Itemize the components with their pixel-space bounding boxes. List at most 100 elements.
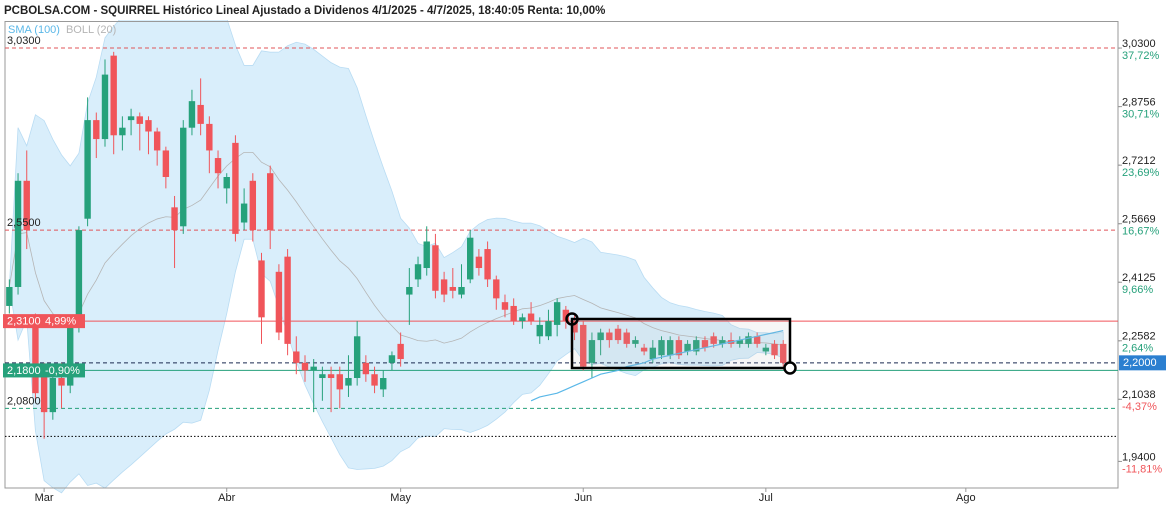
level-label: 2,5500: [7, 217, 41, 229]
candle-body: [180, 127, 187, 227]
candle-body: [597, 332, 604, 341]
candle-body: [449, 286, 457, 291]
candle-body: [258, 260, 265, 318]
candle-body: [371, 374, 378, 386]
candle-body: [527, 313, 535, 322]
candle-body: [93, 120, 100, 140]
annotation: [565, 312, 797, 375]
candle-body: [310, 366, 317, 371]
candle-body: [110, 55, 117, 136]
candle-body: [432, 245, 439, 291]
y-tick-label: 1,9400: [1122, 451, 1156, 463]
level-pct-label: -0,90%: [45, 365, 80, 377]
y2-tick-label: 16,67%: [1122, 226, 1160, 238]
legend-entry: BOLL (20): [66, 24, 116, 36]
last-price-box: [1119, 355, 1166, 371]
candle-body: [701, 340, 709, 348]
candle-body: [710, 336, 717, 344]
x-tick-label: Ago: [956, 492, 976, 504]
y-tick-label: 2,4125: [1122, 272, 1156, 284]
candle-body: [14, 180, 22, 287]
y-tick-label: 2,7212: [1122, 155, 1156, 167]
candle-body: [214, 158, 222, 174]
y2-tick-label: 30,71%: [1122, 109, 1160, 121]
level-label: 2,0800: [7, 395, 41, 407]
level-label-box: [3, 314, 85, 329]
candle-body: [440, 279, 448, 295]
candle-body: [353, 336, 361, 379]
candle-body: [614, 328, 622, 341]
plot-frame: [4, 21, 1119, 489]
candle-body: [684, 343, 691, 352]
level-label: 2,1800: [7, 365, 41, 377]
legend-entry: SMA (100): [8, 24, 60, 36]
candle-body: [267, 173, 274, 231]
candle-body: [484, 249, 491, 280]
y-tick-label: 3,0300: [1122, 38, 1156, 50]
y2-tick-label: 2,64%: [1122, 343, 1153, 355]
chart-title: PCBOLSA.COM - SQUIRREL Histórico Lineal …: [4, 5, 605, 17]
candle-body: [240, 203, 248, 223]
candle-body: [475, 256, 483, 269]
x-tick-label: Jun: [574, 492, 592, 504]
candle-body: [606, 332, 613, 341]
candle-body: [171, 207, 178, 231]
candle-body: [493, 279, 500, 299]
annotation-box: [570, 317, 792, 370]
candle-body: [127, 116, 135, 121]
x-tick-label: Mar: [35, 492, 54, 504]
candle-body: [580, 324, 587, 367]
candle-body: [562, 309, 570, 322]
y2-tick-label: -11,81%: [1122, 463, 1162, 475]
candle-body: [780, 343, 787, 363]
candle-body: [232, 142, 239, 234]
candle-body: [197, 104, 204, 124]
candle-body: [319, 374, 326, 379]
candle-body: [666, 340, 674, 356]
candle-body: [84, 120, 91, 219]
candle-body: [658, 340, 665, 356]
x-tick-label: Abr: [218, 492, 235, 504]
candle-body: [693, 340, 700, 352]
y-tick-label: 2,2582: [1122, 331, 1156, 343]
level-label-box: [3, 363, 85, 378]
candle-body: [206, 123, 213, 151]
candle-body: [397, 343, 404, 360]
candle-body: [223, 177, 230, 189]
title-bar: [0, 0, 1173, 20]
overlay-layer: 3,0300 2,5500 2,3100 4,99% 2,1800 -0,90% 2,080…: [3, 24, 1166, 504]
candle-body: [771, 343, 778, 356]
candle-body: [649, 347, 657, 360]
candle-body: [753, 336, 761, 344]
candle-body: [284, 256, 291, 344]
candle-body: [336, 374, 343, 390]
candle-body: [736, 340, 743, 344]
candle-body: [40, 370, 48, 413]
candle-body: [162, 150, 170, 177]
candle-body: [380, 378, 387, 390]
candle-body: [640, 347, 648, 352]
candle-body: [632, 340, 639, 344]
y2-tick-label: 9,66%: [1122, 284, 1153, 296]
candle-body: [510, 305, 517, 322]
candle-body: [362, 362, 370, 375]
candle-body: [553, 302, 561, 325]
y-tick-label: 2,1038: [1122, 389, 1156, 401]
candle-body: [423, 241, 430, 269]
candle-body: [545, 321, 552, 337]
candle-body: [466, 237, 474, 280]
last-price-label: 2,2000: [1123, 357, 1157, 369]
candle-body: [327, 374, 335, 379]
candle-body: [414, 264, 422, 280]
candle-body: [188, 101, 196, 128]
sma-line: [530, 330, 784, 402]
candle-body: [6, 286, 13, 306]
level-label: 2,3100: [7, 316, 41, 328]
candle-body: [67, 324, 74, 386]
candle-body: [501, 302, 509, 310]
candle-body: [406, 286, 413, 295]
candle-body: [623, 332, 630, 344]
candle-body: [275, 271, 283, 333]
